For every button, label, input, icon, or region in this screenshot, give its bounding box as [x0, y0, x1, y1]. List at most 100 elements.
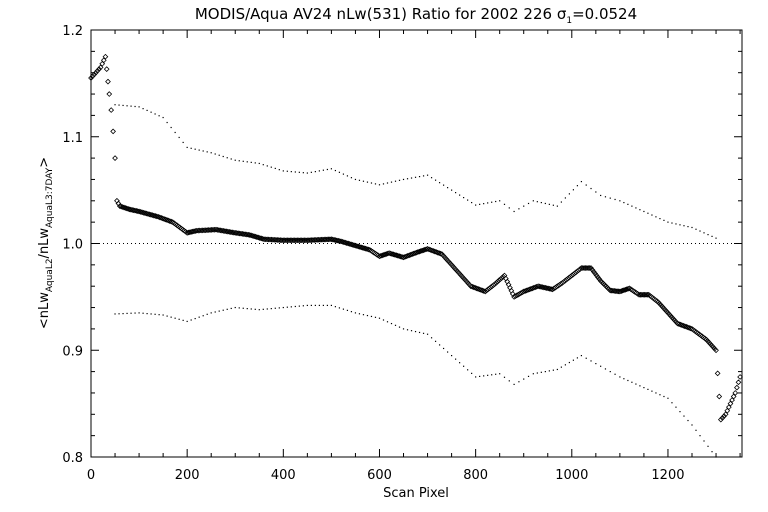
- ratio-diamond-point: [148, 211, 154, 218]
- lower-bound-dot: [707, 445, 709, 447]
- lower-bound-dot: [430, 337, 433, 339]
- ratio-diamond-point: [480, 288, 487, 294]
- ratio-diamond-point: [492, 281, 498, 287]
- lower-bound-dot: [471, 372, 473, 374]
- ratio-diamond-point: [677, 321, 684, 328]
- lower-bound-dot: [346, 309, 349, 311]
- upper-bound-dot: [471, 201, 473, 204]
- lower-bound-dot: [198, 316, 200, 318]
- lower-bound-dot: [695, 429, 697, 431]
- lower-bound-dot: [438, 344, 441, 346]
- ratio-diamond-point: [618, 288, 625, 294]
- ratio-diamond-point: [520, 288, 527, 295]
- ratio-diamond-point: [155, 213, 162, 220]
- upper-bound-dot: [663, 219, 665, 221]
- lower-bound-dot: [382, 319, 385, 321]
- ratio-diamond-point: [431, 248, 438, 255]
- upper-bound-dot: [182, 141, 184, 144]
- lower-bound-dot: [552, 369, 554, 371]
- lower-bound-dot: [487, 374, 489, 376]
- x-tick-label: 200: [175, 468, 200, 483]
- upper-bound-dot: [362, 180, 365, 182]
- ratio-diamond-point: [479, 287, 486, 294]
- lower-bound-dot: [604, 368, 607, 370]
- ratio-diamond-point: [156, 214, 163, 221]
- ratio-diamond-point: [430, 248, 437, 254]
- ratio-diamond-point: [406, 252, 413, 259]
- ratio-diamond-point: [389, 251, 395, 257]
- ratio-diamond-point: [380, 252, 387, 258]
- lower-bound-dot: [226, 308, 228, 310]
- ratio-diamond-point: [142, 210, 148, 216]
- ratio-diamond-point: [252, 233, 259, 240]
- ratio-diamond-point: [136, 208, 142, 215]
- upper-bound-dot: [246, 161, 248, 163]
- ratio-diamond-point: [358, 244, 365, 251]
- upper-bound-dot: [358, 179, 361, 181]
- upper-bound-dot: [366, 181, 369, 183]
- upper-bound-dot: [326, 168, 328, 171]
- lower-bound-dot: [286, 306, 288, 308]
- plot-frame: [90, 29, 743, 458]
- upper-bound-dot: [523, 205, 525, 207]
- lower-bound-dot: [564, 364, 566, 366]
- upper-bound-dot: [302, 172, 304, 174]
- lower-bound-dot: [523, 378, 525, 380]
- lower-bound-dot: [631, 381, 633, 383]
- lower-bound-dot: [242, 307, 244, 309]
- lower-bound-dot: [527, 375, 530, 378]
- y-label-sub1: AquaL2: [45, 258, 55, 292]
- upper-bound-dot: [691, 226, 693, 229]
- y-tick-label: 0.9: [62, 344, 83, 359]
- lower-bound-dot: [350, 311, 353, 313]
- lower-bound-dot: [354, 312, 357, 314]
- upper-bound-dot: [178, 136, 180, 139]
- lower-bound-dot: [442, 347, 445, 350]
- lower-bound-dot: [418, 331, 421, 334]
- ratio-diamond-point: [528, 286, 534, 292]
- ratio-diamond-point: [343, 240, 350, 246]
- lower-bound-dot: [166, 315, 168, 317]
- lower-bound-dot: [572, 359, 575, 361]
- lower-bound-dot: [643, 387, 645, 389]
- lower-bound-dot: [495, 373, 497, 375]
- lower-bound-dot: [595, 362, 597, 365]
- upper-bound-dot: [134, 105, 136, 108]
- lower-bound-dot: [214, 311, 216, 313]
- ratio-diamond-point: [164, 217, 170, 223]
- upper-bound-dot: [667, 221, 669, 223]
- ratio-diamond-point: [89, 73, 96, 80]
- ratio-diamond-point: [122, 205, 129, 211]
- ratio-diamond-point: [622, 286, 629, 293]
- lower-bound-dot: [623, 378, 625, 380]
- upper-bound-dot: [226, 157, 228, 159]
- ratio-diamond-point: [429, 247, 435, 254]
- upper-bound-dot: [430, 177, 433, 179]
- lower-bound-dot: [142, 312, 144, 314]
- y-tick-label: 1.2: [62, 24, 83, 39]
- ratio-diamond-point: [249, 232, 256, 239]
- upper-bound-dot: [274, 167, 276, 170]
- ratio-diamond-point: [159, 215, 166, 222]
- ratio-diamond-point: [386, 250, 392, 256]
- upper-bound-dot: [122, 104, 124, 107]
- lower-bound-dot: [647, 388, 649, 390]
- upper-bound-dot: [647, 212, 649, 214]
- upper-bound-dot: [495, 200, 497, 203]
- ratio-diamond-point: [526, 286, 533, 293]
- upper-bound-dot: [310, 171, 312, 173]
- ratio-diamond-point: [644, 291, 651, 298]
- lower-bound-dot: [556, 368, 558, 371]
- upper-bound-dot: [334, 169, 337, 172]
- lower-bound-dot: [576, 357, 579, 359]
- lower-bound-dot: [536, 372, 538, 374]
- lower-bound-dot: [266, 308, 268, 310]
- lower-bound-dot: [314, 304, 316, 307]
- lower-bound-dot: [342, 308, 345, 310]
- upper-bound-dot: [242, 160, 244, 162]
- lower-bound-dot: [206, 313, 208, 315]
- lower-bound-dot: [711, 451, 713, 453]
- lower-bound-dot: [122, 312, 124, 315]
- ratio-diamond-point: [421, 246, 428, 253]
- ratio-diamond-point: [732, 390, 739, 396]
